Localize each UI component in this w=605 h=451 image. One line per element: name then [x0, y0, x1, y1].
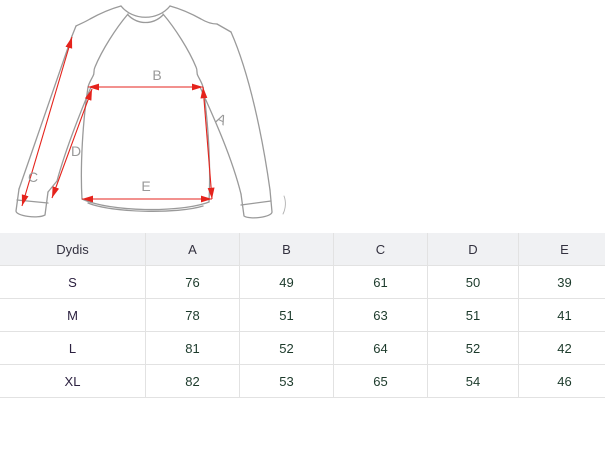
svg-text:B: B — [152, 67, 161, 83]
svg-text:C: C — [28, 169, 38, 185]
svg-text:D: D — [71, 143, 81, 159]
svg-text:A: A — [214, 110, 230, 129]
svg-text:E: E — [141, 178, 150, 194]
